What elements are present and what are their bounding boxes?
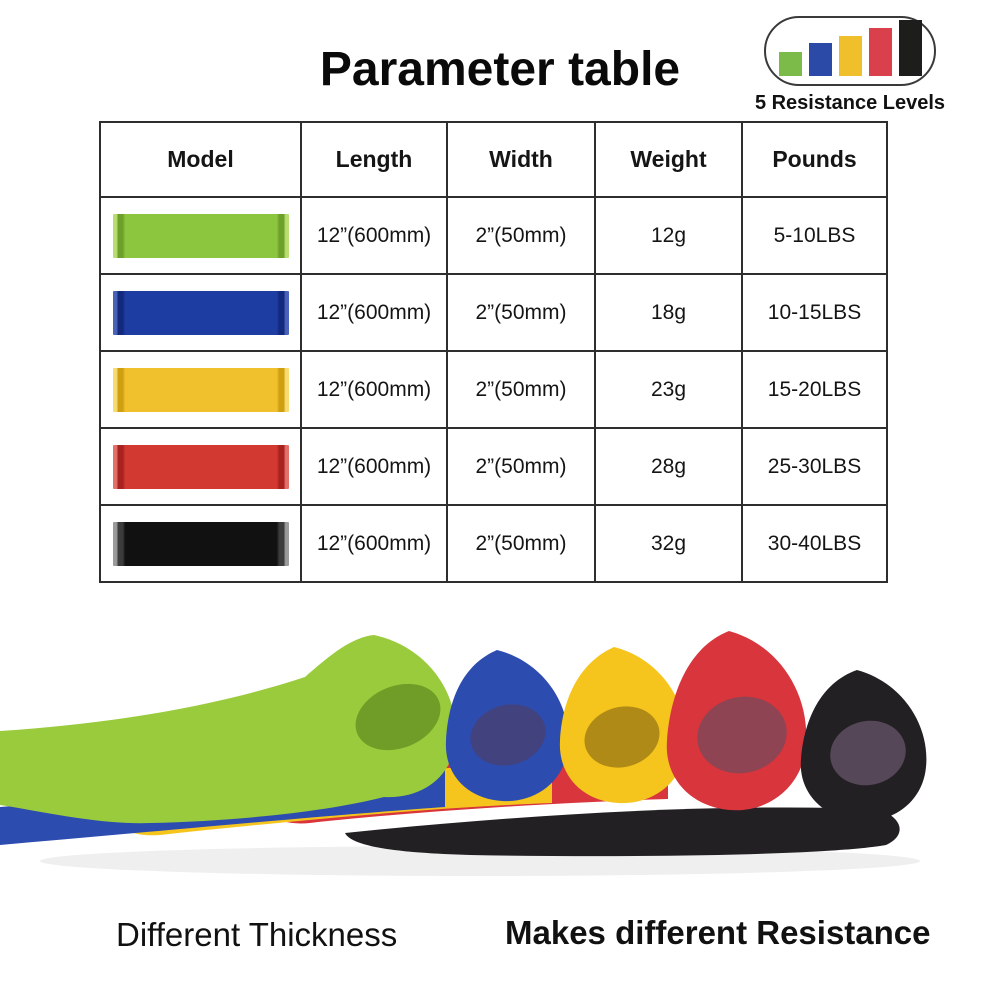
bands-photo [0, 631, 927, 876]
caption-makes-different-resistance: Makes different Resistance [505, 914, 931, 951]
cell-pounds: 5-10LBS [741, 196, 888, 275]
level-bar-black-icon [898, 20, 922, 76]
cell-weight: 18g [594, 273, 743, 352]
table-row: 12”(600mm) 2”(50mm) 32g 30-40LBS [99, 504, 888, 583]
cell-pounds: 30-40LBS [741, 504, 888, 583]
level-bar-yellow-icon [838, 36, 862, 76]
col-header-model: Model [99, 121, 302, 198]
band-swatch-blue [112, 290, 289, 335]
table-row: 12”(600mm) 2”(50mm) 28g 25-30LBS [99, 427, 888, 506]
table-row: 12”(600mm) 2”(50mm) 23g 15-20LBS [99, 350, 888, 429]
col-header-pounds: Pounds [741, 121, 888, 198]
cell-length: 12”(600mm) [300, 196, 448, 275]
table-row: 12”(600mm) 2”(50mm) 18g 10-15LBS [99, 273, 888, 352]
badge-label: 5 Resistance Levels [754, 92, 946, 114]
cell-weight: 12g [594, 196, 743, 275]
cell-weight: 28g [594, 427, 743, 506]
yellow-band-hole [584, 706, 660, 768]
level-bar-blue-icon [808, 43, 832, 76]
col-header-length: Length [300, 121, 448, 198]
cell-width: 2”(50mm) [446, 350, 596, 429]
green-band-hole [355, 683, 441, 751]
cell-length: 12”(600mm) [300, 273, 448, 352]
page-title: Parameter table [319, 43, 681, 96]
band-swatch-black [112, 521, 289, 566]
cell-length: 12”(600mm) [300, 427, 448, 506]
level-bar-green-icon [778, 52, 802, 76]
cell-weight: 32g [594, 504, 743, 583]
green-band-shape [0, 635, 457, 824]
levels-capsule-icon [764, 16, 936, 86]
level-bar-red-icon [868, 28, 892, 76]
cell-width: 2”(50mm) [446, 504, 596, 583]
cell-width: 2”(50mm) [446, 273, 596, 352]
cell-width: 2”(50mm) [446, 196, 596, 275]
blue-band-hole [470, 704, 546, 766]
table-header-row: Model Length Width Weight Pounds [99, 121, 888, 198]
cell-pounds: 15-20LBS [741, 350, 888, 429]
caption-different-thickness: Different Thickness [116, 916, 398, 953]
cell-pounds: 25-30LBS [741, 427, 888, 506]
red-band-hole [697, 696, 787, 774]
band-swatch-green [112, 213, 289, 258]
cell-pounds: 10-15LBS [741, 273, 888, 352]
table-row: 12”(600mm) 2”(50mm) 12g 5-10LBS [99, 196, 888, 275]
cell-length: 12”(600mm) [300, 350, 448, 429]
band-swatch-red [112, 444, 289, 489]
band-swatch-yellow [112, 367, 289, 412]
parameter-table: Model Length Width Weight Pounds 12”(600… [99, 121, 888, 583]
cell-weight: 23g [594, 350, 743, 429]
black-band-hole [830, 720, 906, 786]
col-header-weight: Weight [594, 121, 743, 198]
cell-length: 12”(600mm) [300, 504, 448, 583]
cell-width: 2”(50mm) [446, 427, 596, 506]
col-header-width: Width [446, 121, 596, 198]
black-band-base [345, 807, 900, 857]
